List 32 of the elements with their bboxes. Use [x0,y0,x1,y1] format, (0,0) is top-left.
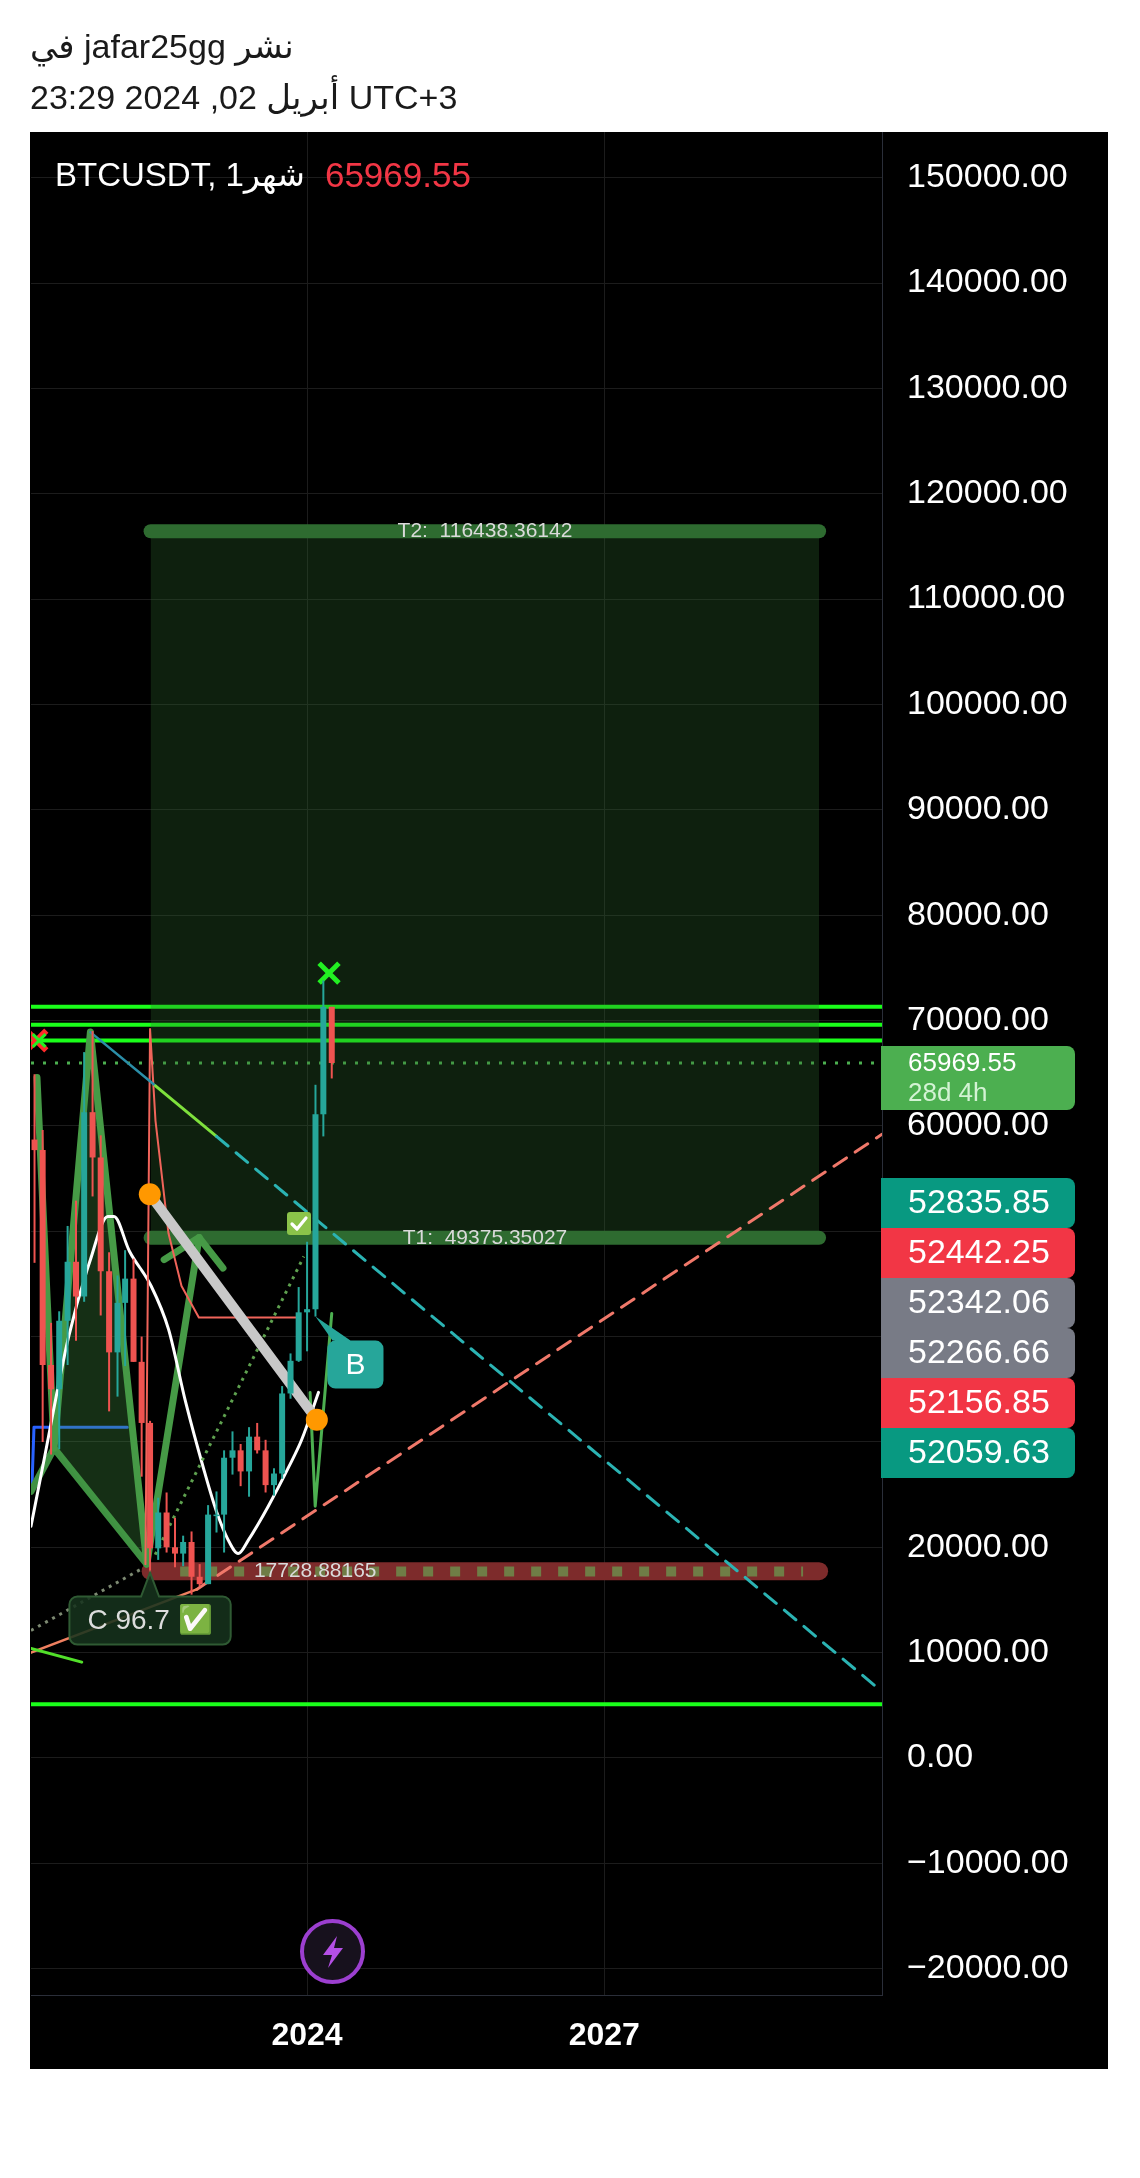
text: 52156.85 [908,1382,1050,1421]
y-tick-label: 110000.00 [907,577,1066,616]
y-tick-label: −20000.00 [907,1947,1069,1986]
annotation: C 96.7 ✅ [87,1603,213,1637]
text: UTC+3 أبريل 02, 2024 23:29 [30,77,458,117]
text: نشر jafar25gg في [30,26,294,66]
ref-line-label: 65969.55 [908,1047,1017,1078]
y-tick-label: 80000.00 [907,893,1049,932]
y-tick-label: 20000.00 [907,1525,1049,1564]
y-tick-label: 90000.00 [907,788,1049,827]
text: BTCUSDT, 1شهر [55,156,305,195]
y-tick-label: 120000.00 [907,472,1068,511]
text: 52342.06 [908,1282,1050,1321]
x-tick-label: 2027 [568,2016,640,2053]
y-tick-label: 0.00 [907,1736,974,1775]
annotation: 17728.88165 [253,1557,377,1581]
text: 65969.55 [324,154,471,194]
y-tick-label: 130000.00 [907,366,1068,405]
text: 52442.25 [908,1232,1050,1271]
y-tick-label: 140000.00 [907,261,1068,300]
x-tick-label: 2024 [271,2016,343,2053]
y-tick-label: 10000.00 [907,1630,1049,1669]
y-tick-label: 70000.00 [907,998,1049,1037]
text: 52266.66 [908,1332,1050,1371]
text: 52059.63 [908,1432,1050,1471]
y-tick-label: −10000.00 [907,1841,1069,1880]
annotation: B [345,1346,366,1380]
text: 52835.85 [908,1182,1050,1221]
y-tick-label: 150000.00 [907,156,1068,195]
annotation: T1: 49375.35027 [402,1224,568,1248]
y-tick-label: 100000.00 [907,682,1068,721]
annotation: T2: 116438.36142 [397,518,573,542]
